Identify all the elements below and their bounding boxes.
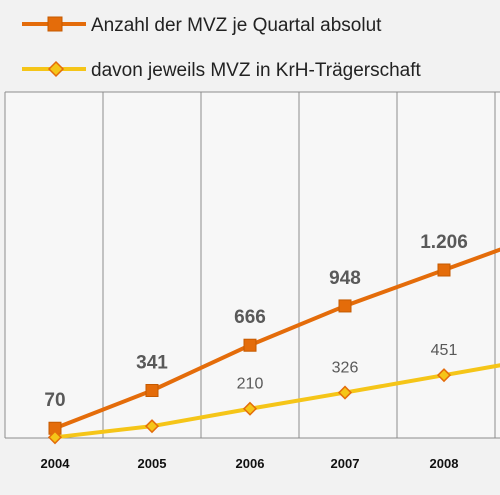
data-point-diamond <box>242 401 258 416</box>
data-point-square <box>437 263 451 277</box>
data-label: 210 <box>237 376 264 393</box>
data-label: 948 <box>329 268 361 289</box>
data-label: 1.206 <box>420 232 468 253</box>
data-point-square <box>145 383 159 397</box>
data-point-diamond <box>47 430 63 445</box>
legend-marker-square <box>47 16 63 32</box>
data-label: 666 <box>234 307 266 328</box>
series-line-1 <box>54 363 500 440</box>
x-tick-label: 2004 <box>41 456 71 471</box>
data-label: 341 <box>136 352 168 373</box>
legend-label: davon jeweils MVZ in KrH-Trägerschaft <box>91 60 422 81</box>
data-label: 70 <box>44 390 65 411</box>
legend-label: Anzahl der MVZ je Quartal absolut <box>91 15 382 36</box>
series-line-0 <box>54 247 500 431</box>
data-point-square <box>338 299 352 313</box>
legend-marker-diamond <box>47 60 65 78</box>
x-tick-label: 2006 <box>236 456 265 471</box>
x-tick-label: 2007 <box>331 456 360 471</box>
data-point-diamond <box>436 368 452 383</box>
data-point-diamond <box>337 385 353 400</box>
data-point-diamond <box>144 419 160 434</box>
x-tick-label: 2005 <box>138 456 167 471</box>
x-tick-label: 2008 <box>430 456 459 471</box>
data-point-square <box>243 338 257 352</box>
data-label: 451 <box>431 342 458 359</box>
data-label: 326 <box>332 360 359 377</box>
